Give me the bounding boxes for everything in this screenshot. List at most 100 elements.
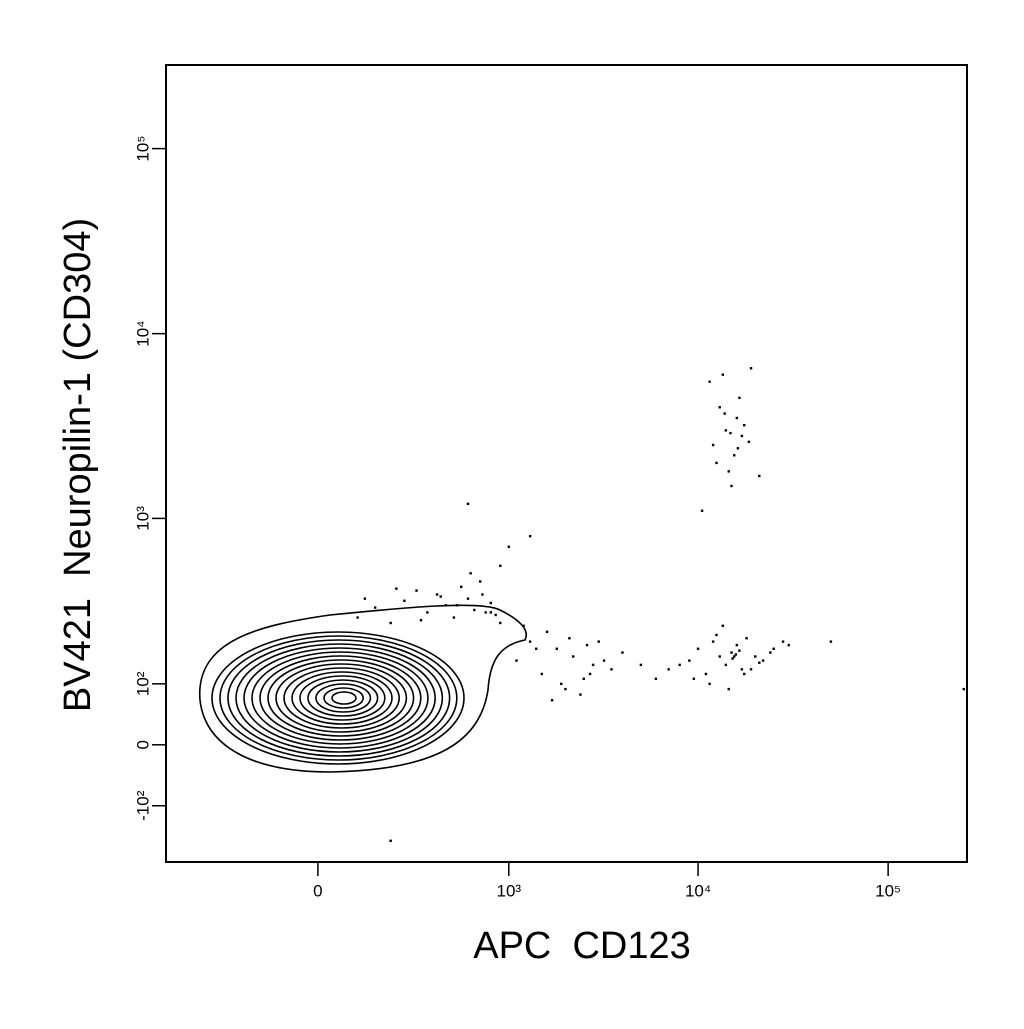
point: [738, 396, 741, 400]
point: [721, 373, 725, 376]
point: [758, 474, 761, 478]
point: [715, 461, 718, 465]
point: [494, 613, 497, 617]
point: [444, 604, 448, 607]
point: [582, 677, 585, 680]
contour: [315, 683, 372, 713]
x-tick-label: 0: [313, 881, 322, 900]
x-tick-label: 10⁴: [685, 881, 711, 900]
point: [478, 580, 482, 583]
contour: [235, 643, 444, 753]
point: [772, 647, 775, 650]
point: [528, 534, 532, 538]
x-axis-title: APC CD123: [473, 925, 691, 967]
contour: [259, 655, 422, 741]
point: [740, 434, 744, 438]
point: [489, 601, 493, 605]
point: [452, 616, 456, 619]
point: [729, 431, 732, 435]
contour: [307, 679, 379, 717]
point: [704, 672, 708, 676]
point: [572, 655, 575, 658]
contour-group: [199, 604, 527, 773]
y-axis-title: BV421 Neuropilin-1 (CD304): [57, 218, 99, 712]
point: [564, 687, 567, 691]
point: [688, 659, 691, 662]
point: [395, 587, 398, 590]
point: [568, 637, 571, 640]
point: [522, 624, 525, 628]
point: [373, 606, 377, 609]
contour: [199, 604, 527, 773]
point: [730, 651, 733, 654]
point: [733, 655, 736, 658]
point: [602, 659, 606, 662]
point: [415, 589, 418, 592]
point: [743, 672, 746, 676]
point: [781, 640, 785, 643]
point: [740, 668, 744, 671]
point: [591, 663, 595, 667]
point: [761, 659, 765, 662]
contour: [275, 663, 408, 733]
y-tick-label: 10⁵: [133, 136, 152, 162]
point: [419, 619, 423, 622]
contour: [227, 639, 451, 757]
point: [731, 657, 734, 660]
point: [724, 663, 728, 667]
point: [718, 655, 721, 658]
point: [723, 412, 726, 415]
point: [588, 672, 592, 676]
contour: [299, 675, 386, 721]
point: [727, 687, 730, 691]
point: [403, 599, 406, 602]
point: [639, 663, 643, 667]
point: [692, 677, 696, 680]
point: [473, 608, 476, 612]
point: [499, 564, 502, 567]
point: [829, 640, 833, 643]
point: [667, 668, 670, 671]
point: [550, 699, 554, 702]
point: [721, 624, 725, 628]
point: [734, 653, 738, 656]
point: [787, 643, 790, 647]
x-tick-label: 10³: [497, 881, 522, 900]
point: [654, 677, 658, 680]
point: [724, 429, 728, 432]
point: [363, 597, 367, 600]
point: [700, 509, 704, 512]
point: [718, 406, 721, 409]
point: [499, 621, 502, 625]
point: [356, 616, 359, 619]
point: [555, 647, 558, 650]
point: [711, 640, 715, 643]
contour: [243, 647, 436, 749]
point: [545, 630, 549, 634]
point: [749, 668, 753, 671]
contour: [291, 671, 393, 725]
point: [738, 649, 741, 652]
y-tick-label: 0: [133, 740, 152, 749]
point: [610, 668, 613, 671]
contour: [323, 687, 365, 709]
point: [460, 585, 463, 589]
point: [455, 604, 459, 607]
point: [735, 416, 739, 420]
point: [678, 663, 681, 667]
point: [481, 593, 484, 596]
point: [439, 595, 442, 598]
point: [466, 502, 470, 506]
point: [469, 572, 472, 575]
point: [727, 470, 730, 473]
point: [579, 693, 582, 696]
point: [758, 661, 761, 664]
contour: [211, 631, 465, 765]
point: [435, 593, 439, 596]
point: [621, 651, 624, 654]
point: [962, 687, 965, 691]
point: [754, 655, 757, 658]
contour: [251, 651, 429, 745]
point: [585, 643, 589, 647]
point: [597, 640, 600, 643]
